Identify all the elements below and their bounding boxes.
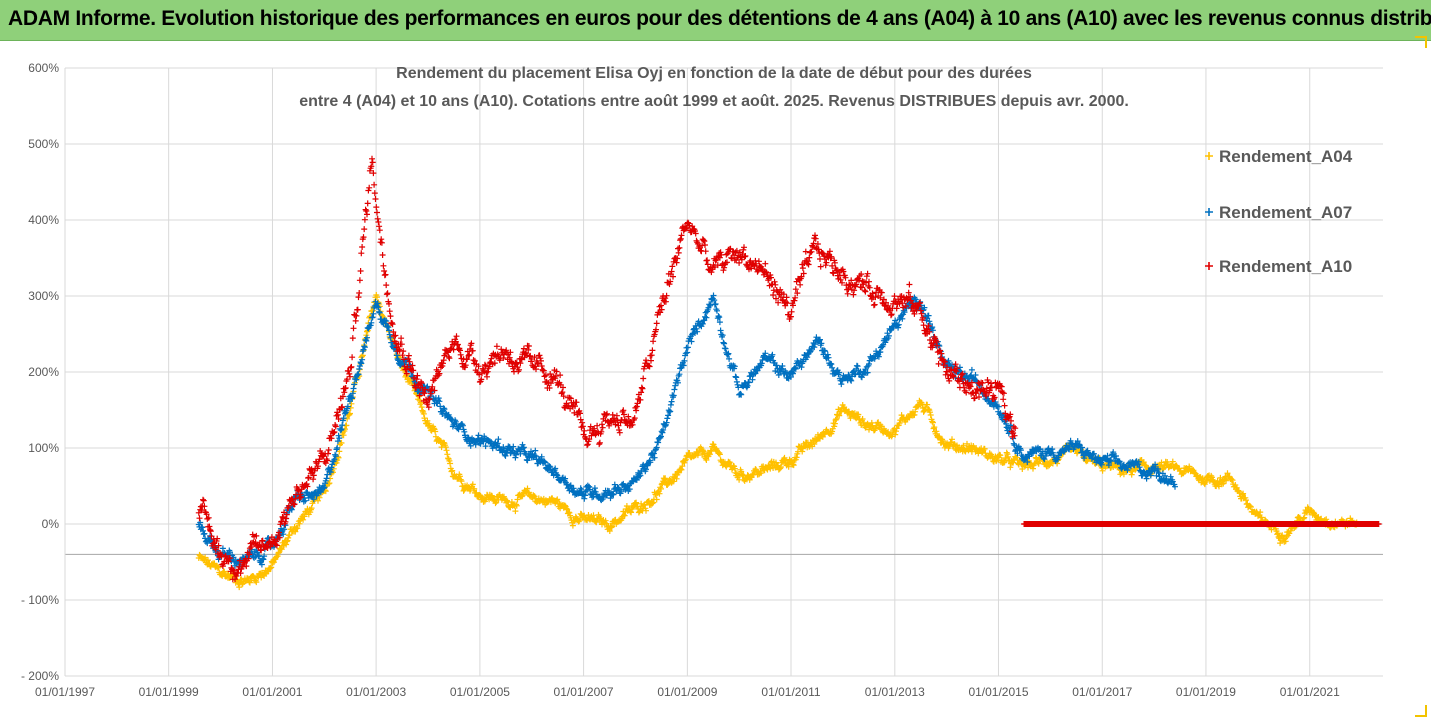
legend-marker [1205,152,1213,160]
series-rendement-a10 [195,155,1019,583]
y-tick-label: 500% [28,137,59,151]
series-markers [1021,521,1382,527]
x-tick-label: 01/01/2015 [968,685,1028,699]
chart: 600% 500% 400% 300% 200% 100% 0% - 100% - 200% 01… [21,61,1383,699]
x-tick-label: 01/01/2011 [761,685,820,699]
y-tick-label: - 100% [21,593,59,607]
x-tick-label: 01/01/2017 [1072,685,1132,699]
x-tick-label: 01/01/2021 [1280,685,1340,699]
legend-marker [1205,262,1213,270]
x-tick-label: 01/01/1999 [139,685,199,699]
y-tick-label: 100% [28,441,59,455]
series-rendement-a04 [195,292,1360,591]
series-markers [195,155,1019,583]
plot-area [195,155,1382,591]
legend-label: Rendement_A04 [1219,147,1353,166]
x-tick-label: 01/01/2005 [450,685,510,699]
corner-mark-top-right [1415,36,1427,48]
x-tick-label: 01/01/2003 [346,685,406,699]
y-tick-label: 200% [28,365,59,379]
x-tick-label: 01/01/1997 [35,685,95,699]
axes: 600% 500% 400% 300% 200% 100% 0% - 100% - 200% 01… [21,61,1383,699]
legend-label: Rendement_A10 [1219,257,1352,276]
y-tick-label: 400% [28,213,59,227]
y-tick-label: 300% [28,289,59,303]
x-tick-label: 01/01/2013 [865,685,925,699]
series-rendement-a10-zero [1021,521,1382,527]
y-tick-label: 0% [42,517,60,531]
x-tick-label: 01/01/2001 [242,685,302,699]
legend-label: Rendement_A07 [1219,203,1352,222]
y-tick-label: 600% [28,61,59,75]
legend: Rendement_A04 Rendement_A07 Rendement_A10 [1205,147,1353,276]
x-tick-label: 01/01/2019 [1176,685,1236,699]
x-tick-label: 01/01/2007 [554,685,614,699]
x-tick-label: 01/01/2009 [657,685,717,699]
header-title: ADAM Informe. Evolution historique des p… [8,7,1431,30]
y-tick-label: - 200% [21,669,59,683]
corner-mark-bottom-right [1415,705,1427,717]
header-bar: ADAM Informe. Evolution historique des p… [0,0,1431,41]
chart-title-line-1: Rendement du placement Elisa Oyj en fonc… [396,65,1032,82]
series-markers [195,292,1360,591]
grid [64,67,1383,677]
chart-title-line-2: entre 4 (A04) et 10 ans (A10). Cotations… [299,93,1129,110]
legend-marker [1205,208,1213,216]
